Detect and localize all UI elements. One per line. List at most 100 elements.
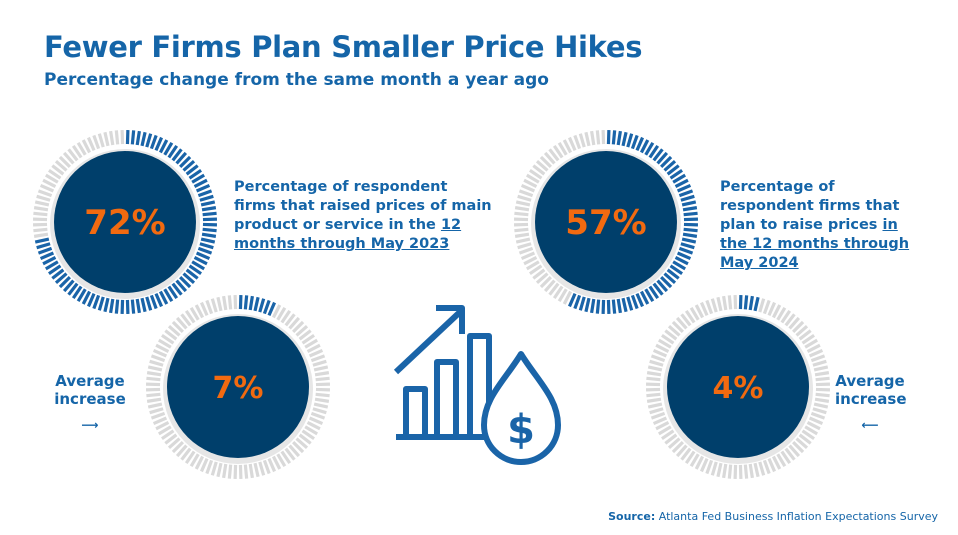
gauge-tick-empty [161,333,175,345]
gauge-tick-filled [202,227,217,233]
gauge-tick-empty [33,206,49,212]
gauge-tick-empty [222,463,228,479]
gauge-tick-empty [699,301,709,317]
gauge-tick-filled [202,211,217,217]
page-subtitle: Percentage change from the same month a … [44,70,549,90]
gauge-tick-empty [567,136,577,152]
gauge-tick-filled [76,288,87,303]
gauge-tick-empty [308,416,324,426]
gauge-tick-empty [671,441,684,454]
gauge-tick-empty [146,397,162,403]
gauge-tick-empty [557,288,568,303]
gauge-tick-empty [205,299,214,315]
gauge-tick-filled [199,242,214,250]
gauge-2: 7% [145,294,331,480]
gauge-tick-empty [552,285,564,299]
gauge-tick-empty [248,463,254,479]
gauge-tick-empty [54,159,68,172]
gauge-tick-empty [150,354,166,363]
gauge-tick-empty [657,338,672,349]
description-link[interactable]: in the 12 months through May 2024 [720,217,910,271]
gauge-tick-empty [694,455,705,470]
gauge-tick-empty [680,313,692,327]
gauge-tick-empty [646,371,662,377]
gauge-tick-empty [292,320,305,333]
gauge-tick-empty [312,359,327,367]
gauge-tick-empty [67,148,79,162]
gauge-tick-filled [193,178,208,189]
gauge-tick-empty [284,447,296,461]
gauge-tick-filled [154,292,164,308]
gauge-tick-empty [664,433,678,445]
gauge-tick-filled [626,133,634,148]
gauge-tick-empty [535,272,549,285]
gauge-tick-filled [179,155,192,168]
gauge-tick-empty [210,461,218,476]
gauge-tick-empty [743,464,749,479]
gauge-tick-empty [647,365,663,372]
gauge-tick-empty [44,173,59,184]
gauge-tick-filled [140,131,147,147]
gauge-tick-filled [182,159,196,172]
gauge-tick-filled [248,295,254,311]
gauge-tick-empty [655,343,670,354]
gauge-tick-empty [155,343,170,354]
gauge-tick-filled [674,178,689,189]
gauge-tick-filled [167,285,179,299]
gauge-tick-empty [81,139,92,154]
gauge-tick-empty [795,437,809,450]
gauge-tick-filled [48,264,62,276]
gauge-tick-filled [680,194,695,202]
caption: Average increase [835,372,907,408]
gauge-tick-empty [518,246,534,255]
gauge-tick-filled [681,200,697,207]
gauge-tick-filled [648,145,660,159]
gauge-tick-empty [515,237,531,244]
gauge-tick-empty [114,130,120,145]
gauge-tick-filled [158,290,169,305]
gauge-tick-filled [39,251,55,261]
gauge-tick-filled [660,276,673,289]
gauge-tick-empty [167,437,181,450]
gauge-tick-empty [804,425,819,436]
gauge-tick-filled [149,294,158,310]
gauge-tick-filled [197,246,213,255]
gauge-tick-filled [630,134,639,150]
gauge-tick-empty [222,295,228,311]
gauge-tick-empty [171,320,184,333]
gauge-tick-empty [539,276,552,289]
gauge-tick-empty [590,130,596,146]
gauge-tick-empty [647,402,663,409]
gauge-tick-empty [210,298,218,313]
gauge-tick-filled [672,260,687,271]
gauge-tick-filled [195,251,211,261]
gauge-tick-filled [648,285,660,299]
gauge-tick-empty [152,416,168,426]
gauge-tick-filled [584,297,591,313]
gauge-tick-empty [164,329,178,341]
gauge-tick-filled [86,292,96,308]
gauge-tick-empty [767,457,777,473]
gauge-tick-filled [154,136,164,152]
description-link[interactable]: 12 months through May 2023 [234,217,462,252]
gauge-tick-empty [762,459,771,475]
gauge-tick-empty [784,447,796,461]
gauge-tick-empty [548,148,560,162]
gauge-tick-empty [157,425,172,436]
gauge-tick-empty [767,301,777,317]
gauge-tick-empty [801,429,815,441]
gauge-tick-empty [267,457,277,473]
gauge-tick-filled [253,296,260,312]
gauge-tick-filled [171,282,183,296]
gauge-tick-filled [639,290,650,305]
gauge-tick-empty [315,376,330,382]
gauge-tick-empty [595,130,601,145]
gauge-tick-empty [292,441,305,454]
gauge-tick-empty [312,407,327,415]
gauge-value-label: 4% [713,371,764,406]
gauge-tick-filled [175,279,188,293]
gauge-tick-empty [180,313,192,327]
gauge-tick-empty [517,242,532,250]
gauge-tick-empty [661,333,675,345]
description-text: Percentage of respondent firms that plan… [720,179,900,233]
